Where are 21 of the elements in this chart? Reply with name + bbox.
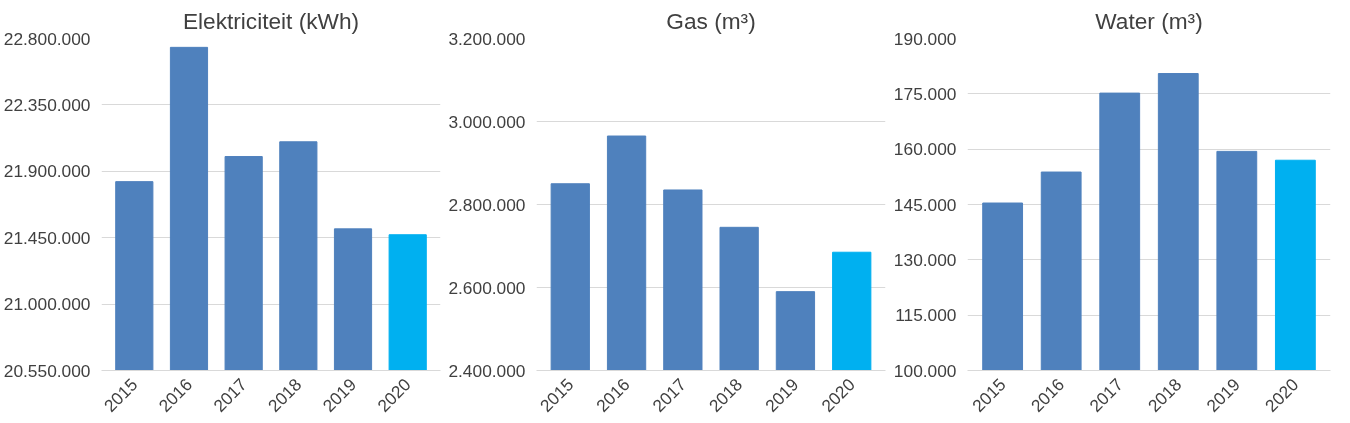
y-tick-label: 21.000.000 <box>3 294 91 315</box>
y-tick-label: 3.200.000 <box>448 28 526 49</box>
chart-title: Gas (m³) <box>666 7 756 34</box>
y-tick-label: 21.900.000 <box>3 161 91 182</box>
y-tick-label: 21.450.000 <box>3 227 91 248</box>
y-tick-label: 2.800.000 <box>448 194 526 215</box>
y-tick-label: 3.000.000 <box>448 111 526 132</box>
y-tick-label: 175.000 <box>893 83 957 104</box>
y-tick-label: 160.000 <box>893 139 957 160</box>
chart-title: Elektriciteit (kWh) <box>182 7 360 34</box>
y-tick-label: 100.000 <box>893 360 957 381</box>
y-tick-label: 115.000 <box>895 305 957 326</box>
y-tick-label: 22.350.000 <box>3 94 91 115</box>
chart-title: Water (m³) <box>1095 7 1203 34</box>
y-tick-label: 190.000 <box>893 28 957 49</box>
y-tick-label: 145.000 <box>893 194 957 215</box>
y-tick-label: 130.000 <box>893 249 957 270</box>
y-tick-label: 22.800.000 <box>3 28 91 49</box>
y-tick-label: 2.600.000 <box>448 277 526 298</box>
y-tick-label: 20.550.000 <box>3 360 91 381</box>
y-tick-label: 2.400.000 <box>448 360 526 381</box>
